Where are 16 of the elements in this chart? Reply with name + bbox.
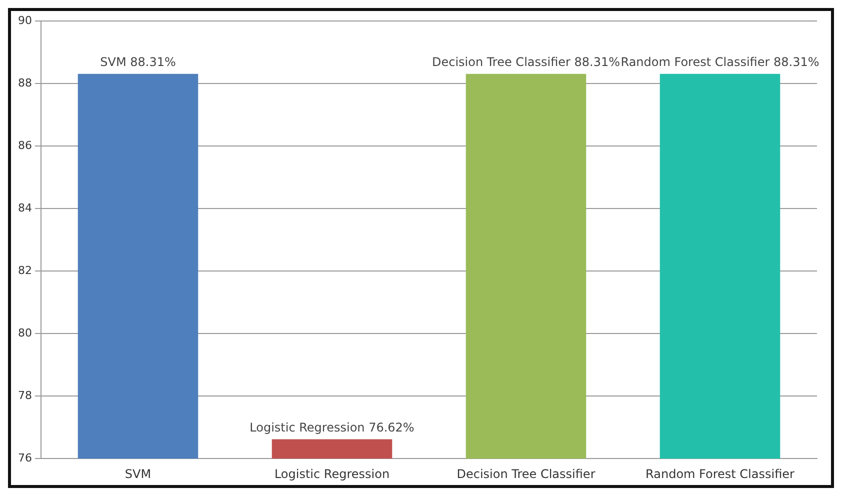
y-tick-label: 76: [18, 451, 32, 464]
y-tick-label: 78: [18, 388, 32, 402]
y-tick-label: 86: [18, 138, 32, 152]
data-label: SVM 88.31%: [100, 54, 176, 69]
y-tick-label: 84: [18, 201, 32, 214]
x-tick-label: Decision Tree Classifier: [456, 466, 596, 481]
y-tick-label: 90: [18, 14, 32, 27]
y-tick-label: 80: [18, 326, 32, 340]
y-tick-label: 88: [18, 76, 32, 90]
data-label: Logistic Regression 76.62%: [250, 420, 414, 434]
x-tick-label: SVM: [124, 466, 152, 481]
data-label: Decision Tree Classifier 88.31%: [432, 54, 620, 69]
y-tick-label: 82: [18, 264, 32, 277]
x-tick-label: Random Forest Classifier: [646, 466, 795, 481]
x-tick-label: Logistic Regression: [274, 466, 390, 481]
data-label: Random Forest Classifier 88.31%: [620, 54, 820, 69]
